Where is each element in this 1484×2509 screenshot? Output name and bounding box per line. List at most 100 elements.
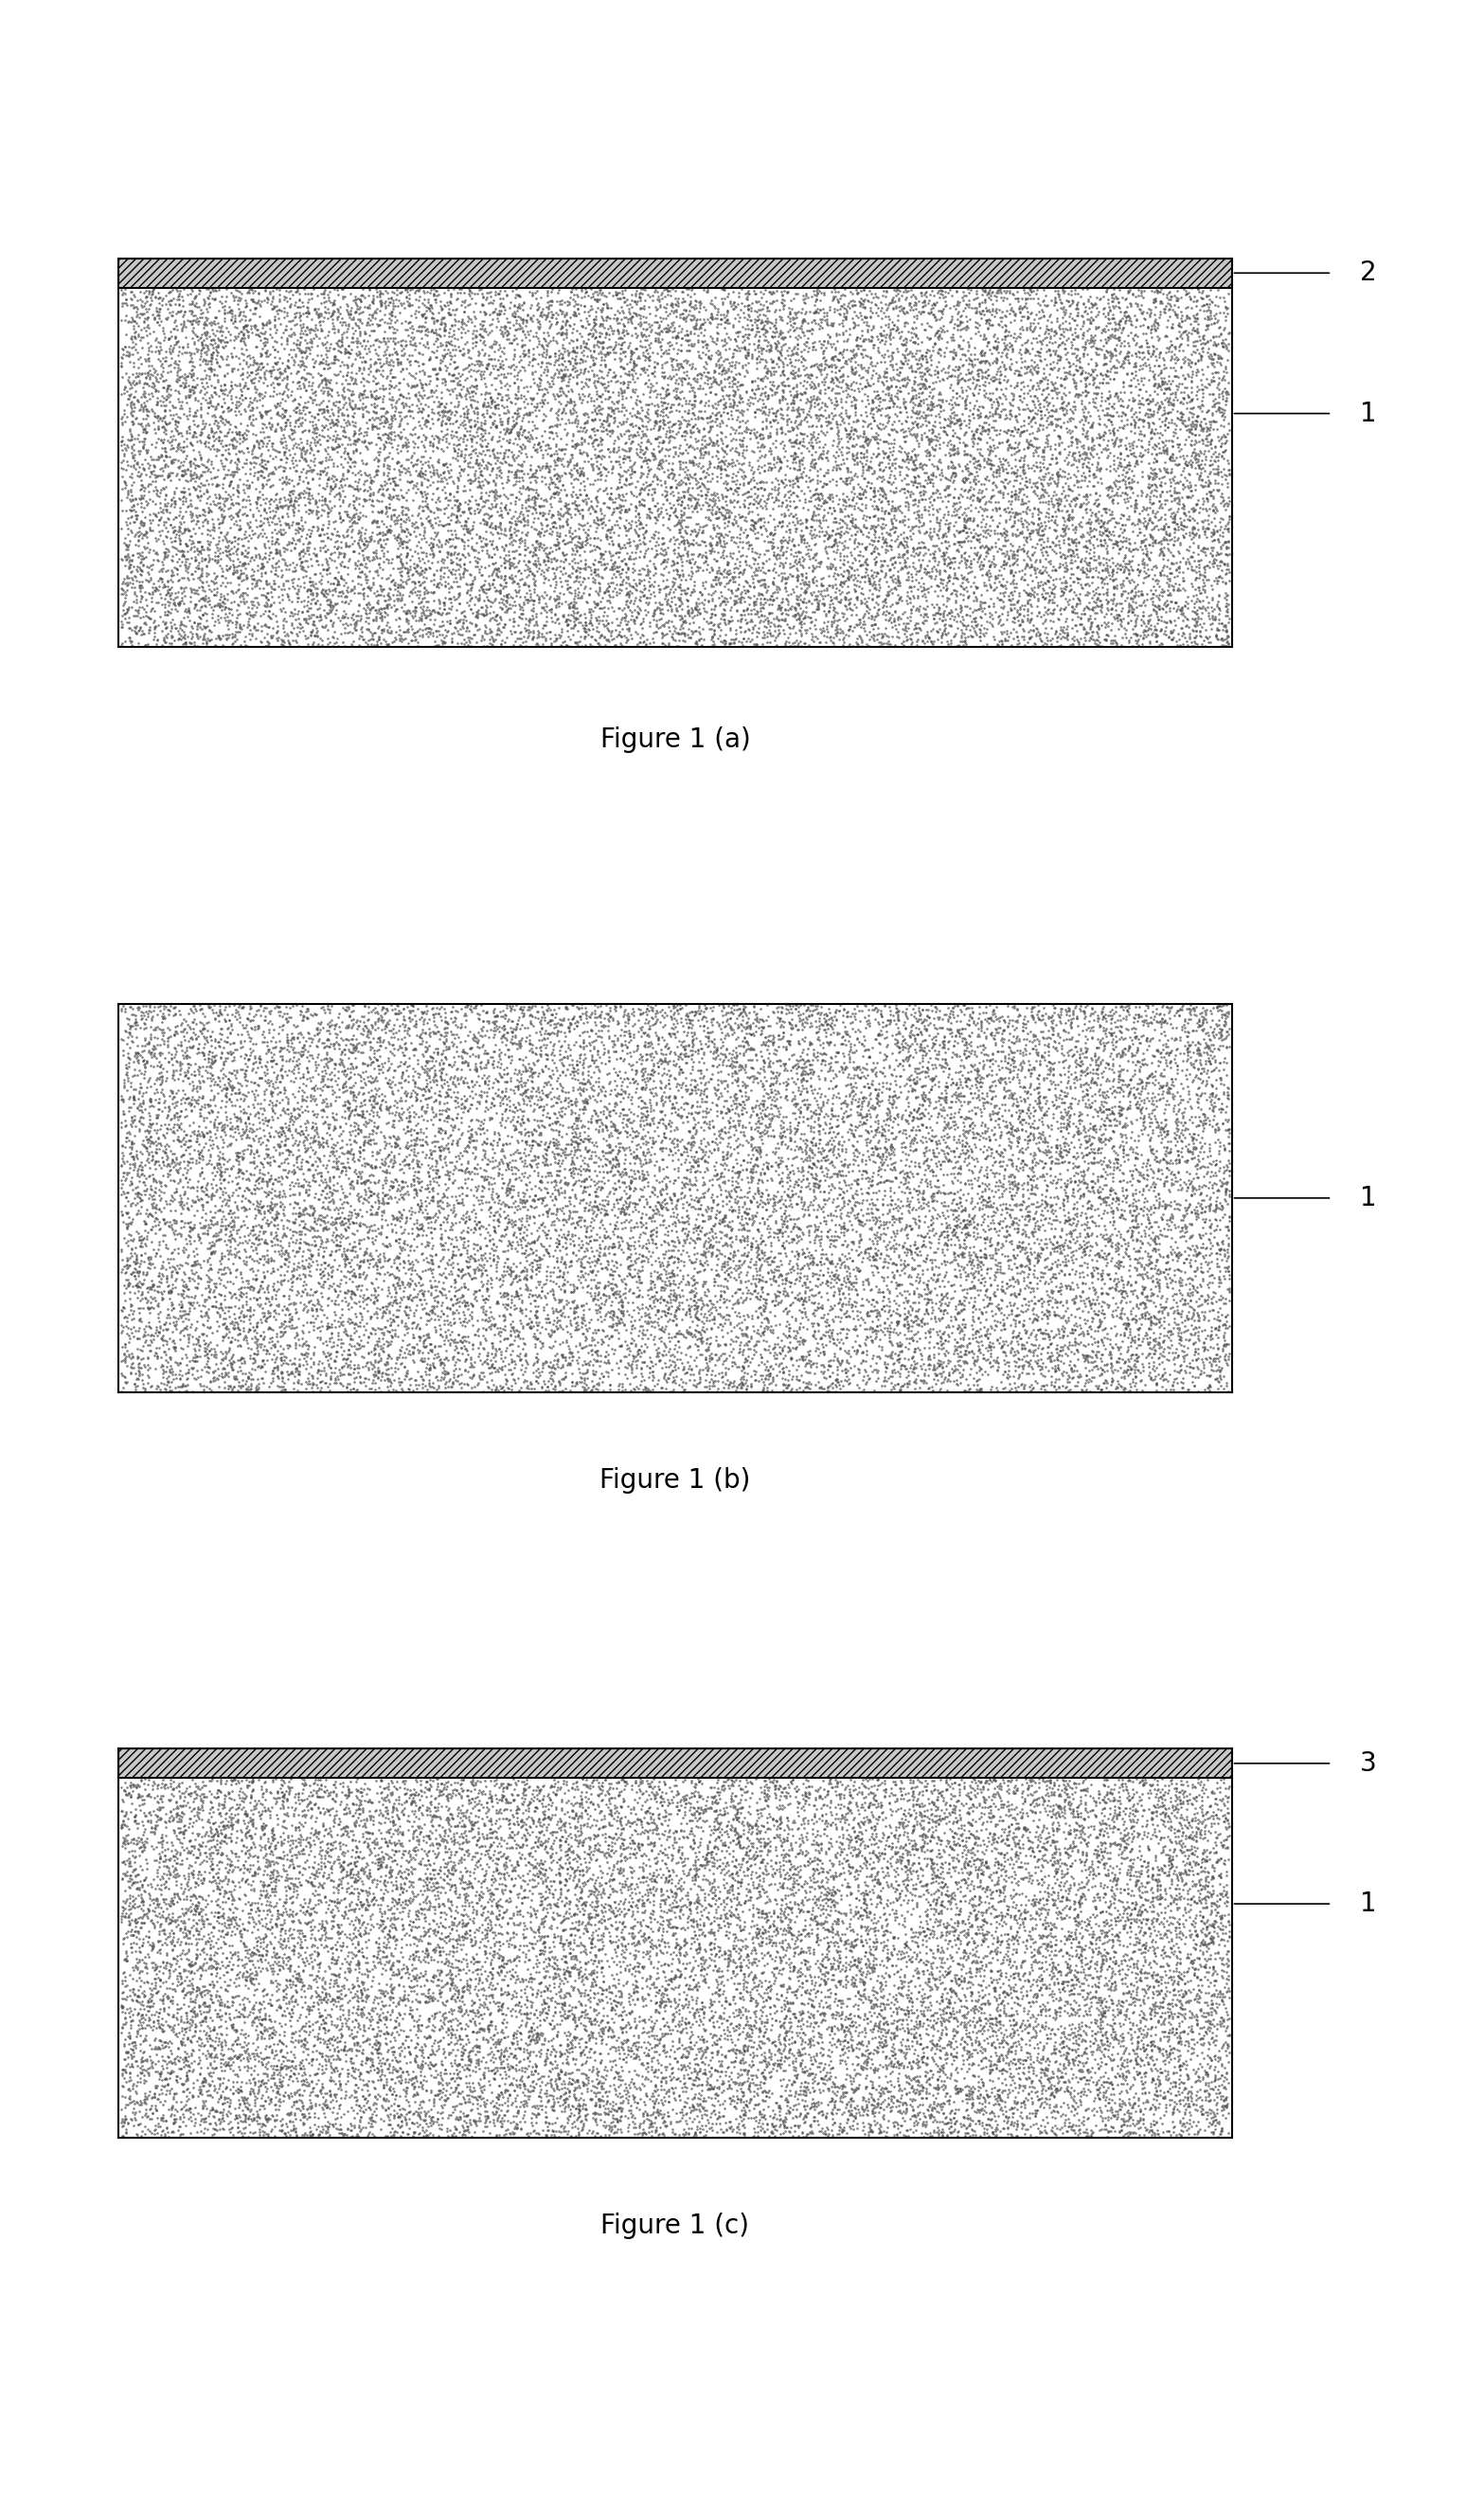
Point [999,1282,1022,1322]
Point [1107,504,1131,544]
Point [316,2108,340,2148]
Point [828,1367,852,1408]
Point [338,1044,362,1084]
Point [230,1995,254,2035]
Point [1015,2007,1039,2047]
Point [779,1004,803,1044]
Point [1158,1327,1181,1367]
Point [321,1789,344,1829]
Point [564,1937,588,1977]
Point [372,1315,396,1355]
Point [976,557,1000,597]
Point [643,472,666,512]
Point [123,329,147,369]
Point [920,1844,944,1884]
Point [902,1089,926,1129]
Point [162,1769,186,1809]
Point [206,1771,230,1811]
Point [378,1059,402,1099]
Point [919,1914,942,1955]
Point [1129,419,1153,459]
Point [230,1819,254,1859]
Point [884,2115,908,2155]
Point [932,1174,956,1214]
Point [818,991,841,1031]
Point [613,321,637,361]
Point [914,1290,938,1330]
Point [693,2012,717,2052]
Point [404,587,427,627]
Point [1021,311,1045,351]
Point [1042,1094,1066,1134]
Point [782,291,806,331]
Point [353,454,377,494]
Point [371,396,395,437]
Point [873,1342,896,1382]
Point [288,389,312,429]
Point [730,437,754,477]
Point [282,2082,306,2123]
Point [298,422,322,462]
Point [1070,1227,1094,1267]
Point [519,1147,543,1187]
Point [703,1039,727,1079]
Point [1215,1101,1239,1142]
Point [196,1332,220,1372]
Point [1088,1781,1112,1822]
Point [761,1237,785,1277]
Point [240,1761,264,1801]
Point [929,1874,953,1914]
Point [641,2007,665,2047]
Point [1006,1109,1030,1149]
Point [224,2095,248,2135]
Point [174,1056,197,1096]
Point [522,1776,546,1817]
Point [476,2098,500,2138]
Point [190,527,214,567]
Point [1181,532,1205,572]
Point [600,1189,623,1229]
Point [792,580,816,620]
Point [825,1914,849,1955]
Point [307,1934,331,1975]
Point [338,1224,362,1265]
Point [831,1081,855,1122]
Point [503,1154,527,1194]
Point [1101,580,1125,620]
Point [485,1177,509,1217]
Point [975,1184,999,1224]
Point [1068,1152,1092,1192]
Point [264,1857,288,1897]
Point [868,1011,892,1051]
Point [950,1290,974,1330]
Point [211,562,234,602]
Point [1183,991,1206,1031]
Point [1043,1227,1067,1267]
Point [549,281,573,321]
Point [914,580,938,620]
Point [549,334,573,374]
Point [374,321,398,361]
Point [120,1122,144,1162]
Point [390,1094,414,1134]
Point [301,2040,325,2080]
Point [769,442,792,482]
Point [838,2093,862,2133]
Point [186,529,209,570]
Point [887,487,911,527]
Point [1128,1957,1152,1997]
Point [1131,1914,1155,1955]
Point [150,1154,174,1194]
Point [1028,549,1052,590]
Point [821,369,844,409]
Point [922,1232,945,1272]
Point [727,1152,751,1192]
Point [540,2047,564,2087]
Point [723,1234,746,1275]
Point [122,1914,145,1955]
Point [1003,1859,1027,1899]
Point [494,527,518,567]
Point [647,442,671,482]
Point [634,1039,657,1079]
Point [1076,1164,1100,1204]
